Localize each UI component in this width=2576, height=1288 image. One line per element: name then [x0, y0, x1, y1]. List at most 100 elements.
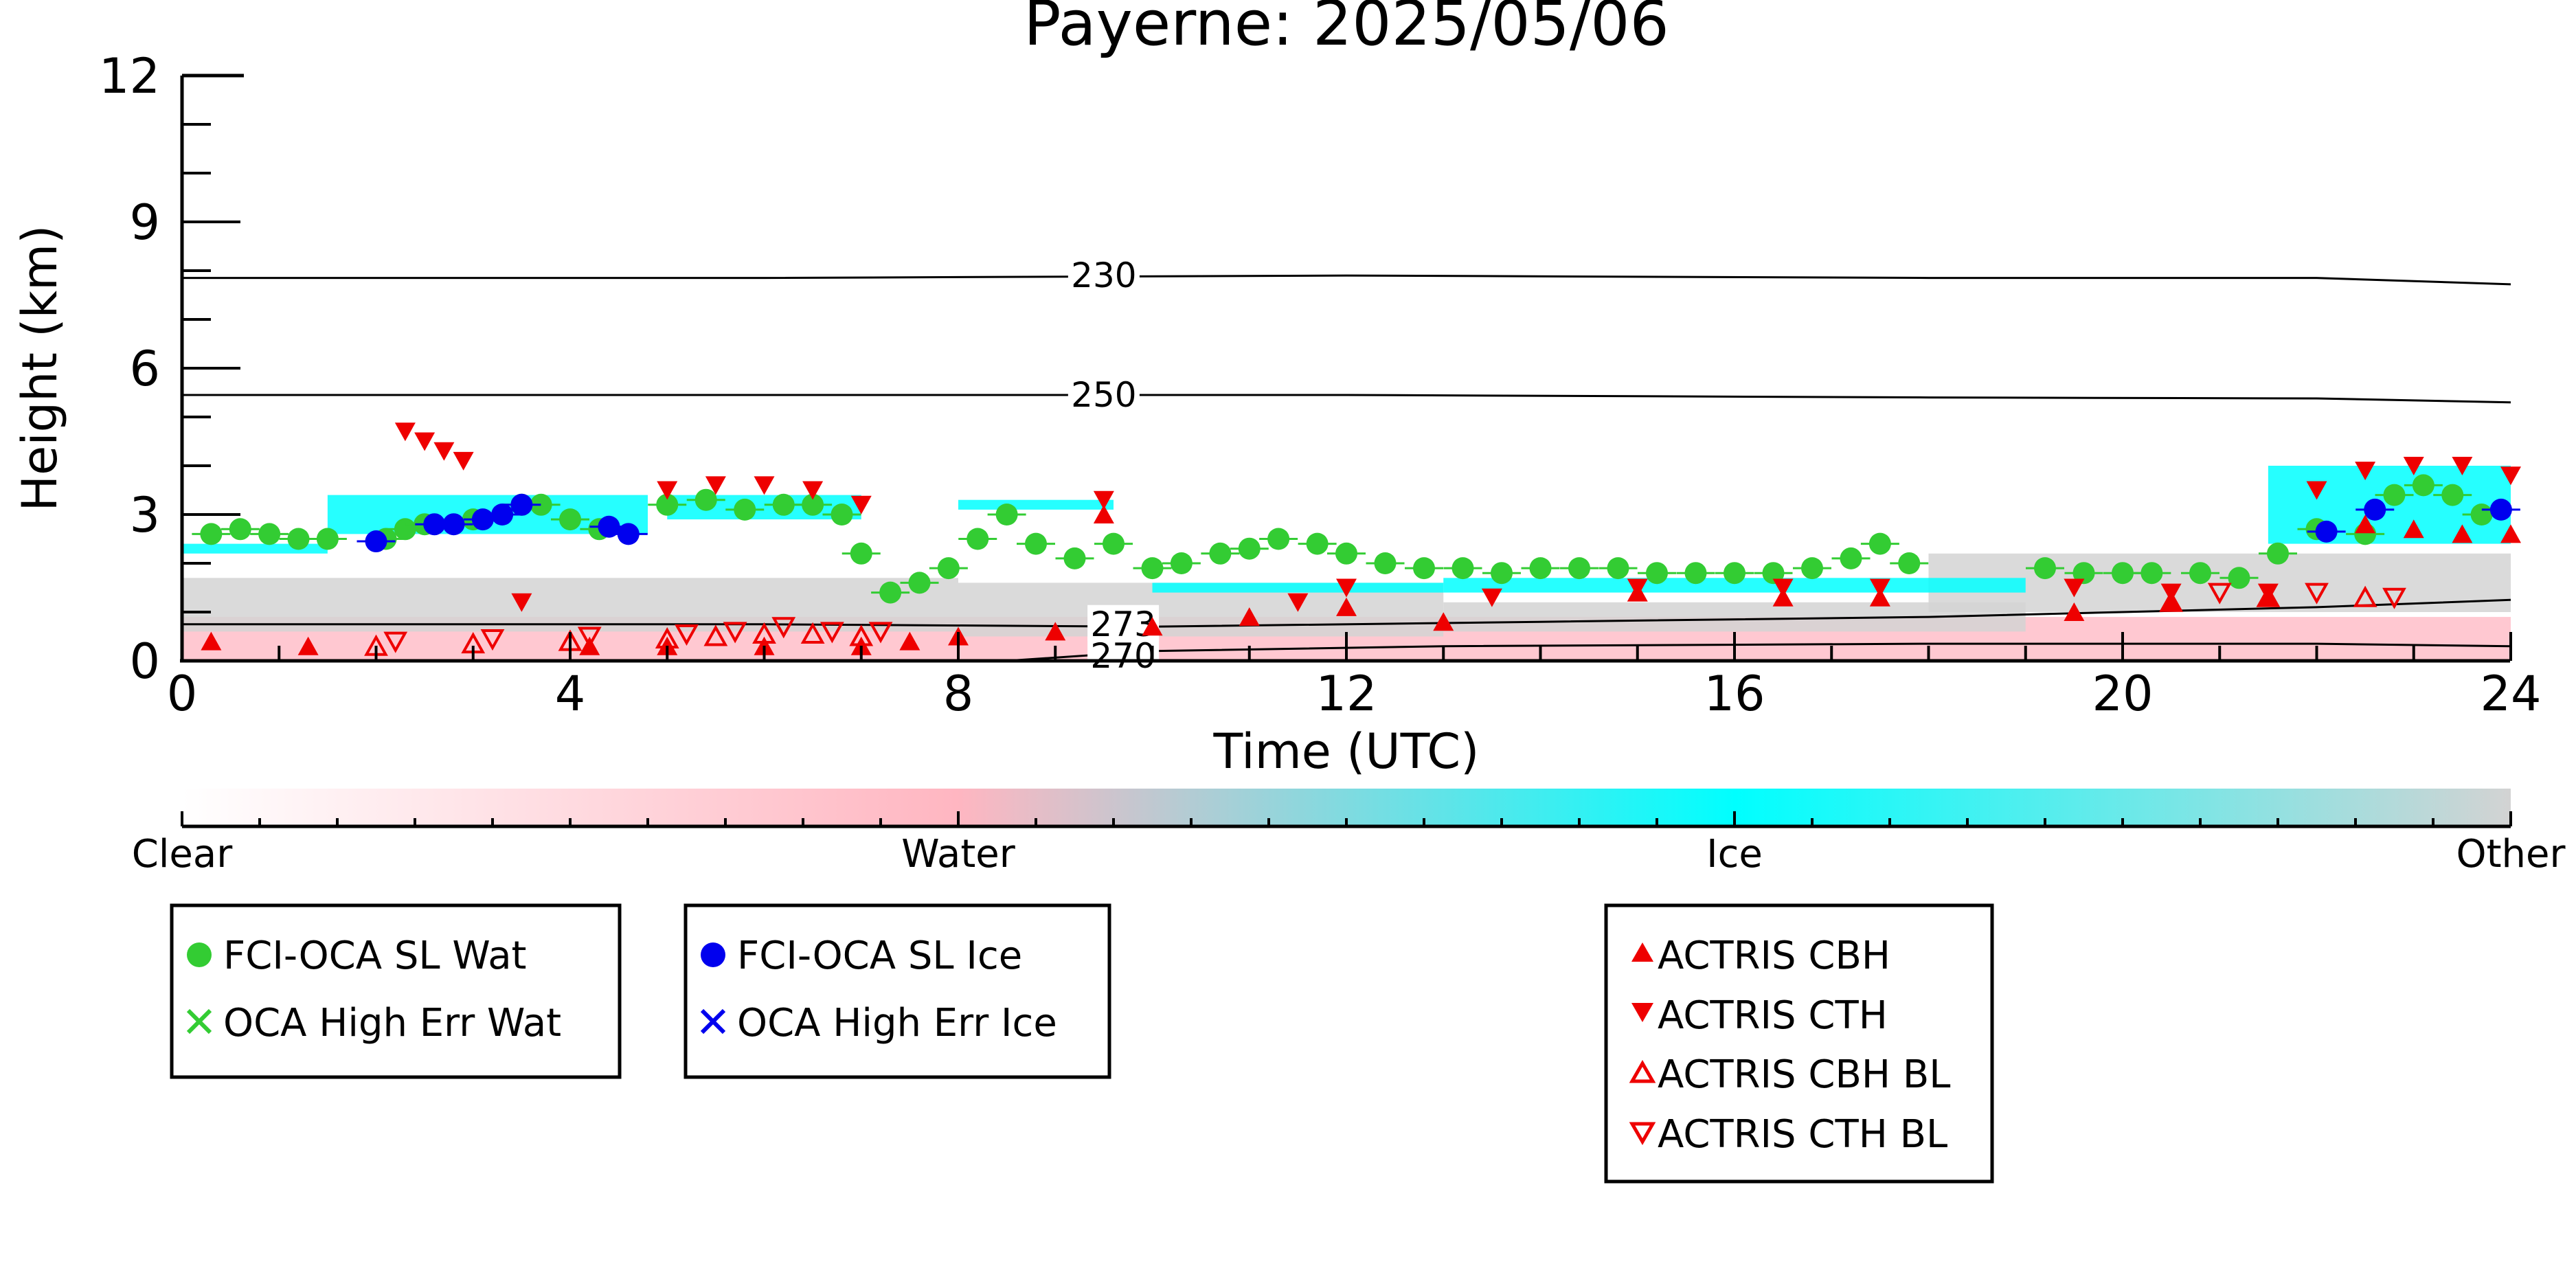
- legend-label-actris-cbh: ACTRIS CBH: [1658, 934, 1890, 978]
- point-actris-cth: [705, 476, 726, 495]
- point-fci-oca-sl-ice: [2489, 498, 2512, 521]
- point-fci-oca-sl-wat: [1103, 532, 1125, 555]
- point-fci-oca-sl-ice: [2315, 520, 2338, 543]
- point-fci-oca-sl-wat: [1306, 532, 1329, 555]
- legend-marker-actris-cth-bl: [1629, 1122, 1656, 1146]
- contour-label-230: 230: [1071, 256, 1136, 295]
- y-tick-label: 9: [129, 194, 160, 251]
- point-fci-oca-sl-wat: [2140, 562, 2163, 585]
- legend-actris: ACTRIS CBH ACTRIS CTH ACTRIS CBH BL ACTR…: [1604, 903, 1994, 1184]
- point-fci-oca-sl-wat: [258, 523, 281, 545]
- point-fci-oca-sl-wat: [1898, 552, 1921, 574]
- legend-label-high-err-ice: OCA High Err Ice: [737, 1001, 1057, 1046]
- point-actris-cbh-bl: [800, 622, 825, 644]
- x-tick-label: 20: [2092, 666, 2153, 722]
- point-actris-cbh: [297, 636, 319, 655]
- point-fci-oca-sl-wat: [2383, 484, 2406, 506]
- contour-label-bg: [1087, 636, 1160, 673]
- point-actris-cth: [2500, 466, 2521, 486]
- point-actris-cbh: [899, 631, 920, 651]
- point-fci-oca-sl-wat: [1025, 532, 1047, 555]
- point-actris-cth: [1627, 578, 1648, 598]
- point-actris-cth: [1287, 593, 1309, 612]
- point-actris-cbh: [1142, 617, 1163, 636]
- y-tick-label: 0: [129, 633, 160, 690]
- chart-title: Payerne: 2025/05/06: [1024, 0, 1669, 60]
- classification-colorbar: Clear Water Ice Other: [132, 789, 2566, 877]
- x-tick-label: 12: [1315, 666, 1377, 722]
- colorbar-ticks: [181, 811, 2512, 826]
- point-fci-oca-sl-wat: [1141, 557, 1164, 580]
- x-tick-label: 8: [943, 666, 974, 722]
- point-fci-oca-sl-wat: [530, 493, 552, 516]
- point-fci-oca-sl-wat: [1801, 557, 1823, 580]
- point-actris-cth: [1093, 490, 1114, 510]
- point-actris-cth-bl: [675, 624, 699, 646]
- point-actris-cth-bl: [820, 622, 844, 644]
- contour-line-230: [182, 274, 2511, 286]
- point-fci-oca-sl-wat: [200, 523, 223, 545]
- point-actris-cbh-bl: [703, 624, 728, 646]
- point-actris-cth: [2257, 583, 2279, 602]
- x-tick-label: 0: [167, 666, 198, 722]
- point-fci-oca-sl-wat: [879, 581, 902, 604]
- x-tick-label: 4: [555, 666, 586, 722]
- point-fci-oca-sl-wat: [2228, 567, 2250, 589]
- point-actris-cth: [2306, 481, 2327, 500]
- point-actris-cth: [394, 422, 416, 442]
- point-actris-cth-bl: [2382, 587, 2406, 609]
- point-fci-oca-sl-wat: [316, 528, 339, 550]
- point-actris-cth-bl: [577, 626, 602, 648]
- y-axis-label: Height (km): [12, 225, 68, 512]
- point-fci-oca-sl-wat: [2072, 562, 2095, 585]
- point-fci-oca-sl-wat: [1451, 557, 1474, 580]
- point-fci-oca-sl-wat: [656, 493, 679, 516]
- point-fci-oca-sl-wat: [1762, 562, 1785, 585]
- point-actris-cbh-bl: [849, 624, 874, 646]
- point-fci-oca-sl-wat: [394, 518, 416, 541]
- legend-marker-oca-sl-wat: [187, 942, 212, 967]
- point-actris-cbh: [2064, 602, 2085, 621]
- legend-marker-actris-cbh: [1631, 942, 1653, 962]
- y-axis-ticks: 0 3 6 9 12: [99, 48, 240, 690]
- legend-marker-actris-cbh-bl: [1629, 1059, 1656, 1083]
- point-actris-cth: [414, 432, 436, 451]
- legend-ice: FCI-OCA SL Ice OCA High Err Ice: [683, 903, 1111, 1079]
- point-actris-cth: [2355, 462, 2376, 481]
- point-fci-oca-sl-wat: [2470, 504, 2493, 526]
- point-fci-oca-sl-ice: [471, 508, 494, 531]
- point-fci-oca-sl-wat: [850, 542, 872, 565]
- point-fci-oca-sl-wat: [1724, 562, 1745, 585]
- point-actris-cth: [754, 476, 775, 495]
- point-fci-oca-sl-ice: [442, 513, 465, 536]
- point-actris-cth-bl: [771, 617, 796, 639]
- point-fci-oca-sl-wat: [694, 488, 717, 511]
- contour-label-250: 250: [1071, 375, 1136, 415]
- point-actris-cth: [1336, 578, 1357, 598]
- point-actris-cth: [433, 442, 455, 461]
- point-actris-cbh-bl: [2256, 585, 2281, 607]
- point-fci-oca-sl-wat: [559, 508, 581, 531]
- point-fci-oca-sl-wat: [734, 498, 756, 521]
- point-fci-oca-sl-wat: [1063, 547, 1086, 569]
- y-tick-label: 12: [99, 48, 160, 104]
- x-tick-label: 24: [2480, 666, 2541, 722]
- point-fci-oca-sl-wat: [1238, 537, 1261, 560]
- point-fci-oca-sl-wat: [831, 504, 853, 526]
- point-fci-oca-sl-ice: [598, 515, 620, 538]
- legend-label-actris-cth-bl: ACTRIS CTH BL: [1658, 1112, 1947, 1157]
- point-fci-oca-sl-wat: [229, 518, 251, 541]
- point-fci-oca-sl-wat: [2112, 562, 2134, 585]
- point-fci-oca-sl-ice: [617, 523, 640, 545]
- point-actris-cbh-bl: [2159, 590, 2184, 612]
- point-fci-oca-sl-wat: [1170, 552, 1193, 574]
- point-fci-oca-sl-wat: [995, 504, 1018, 526]
- point-fci-oca-sl-wat: [772, 493, 795, 516]
- point-fci-oca-sl-wat: [1568, 557, 1590, 580]
- point-actris-cth-bl: [868, 622, 893, 644]
- contour-label-bg: [1067, 256, 1140, 293]
- point-actris-cbh: [2403, 519, 2424, 539]
- legend-marker-actris-cth: [1631, 1003, 1653, 1022]
- legend-label-actris-cbh-bl: ACTRIS CBH BL: [1658, 1052, 1950, 1097]
